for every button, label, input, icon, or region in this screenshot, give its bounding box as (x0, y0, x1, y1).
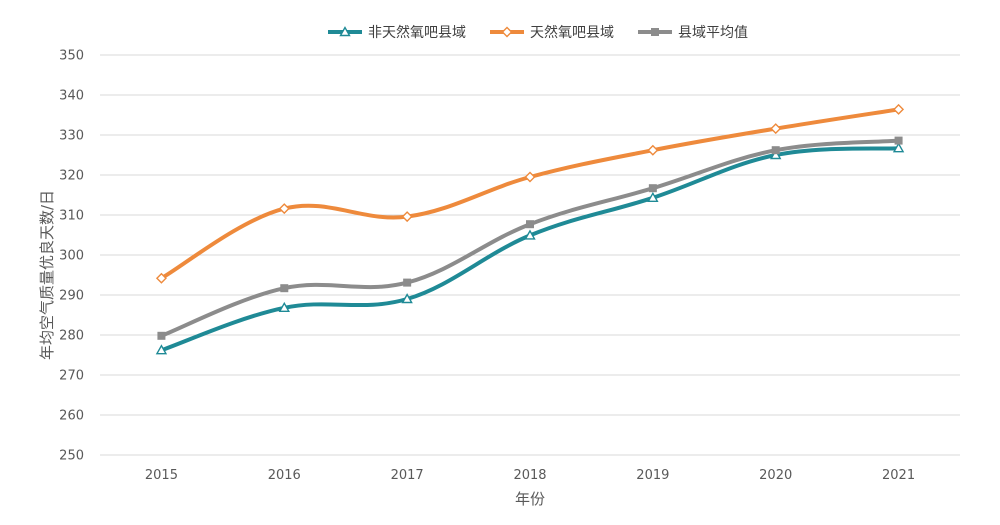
x-tick-label: 2020 (759, 468, 792, 483)
data-point (524, 229, 536, 240)
data-point (892, 142, 905, 153)
data-point (894, 136, 903, 145)
legend-label: 非天然氧吧县域 (368, 24, 466, 41)
data-point (648, 184, 657, 193)
y-axis-ticks: 250 260 270 280 290 300 310 320 330 340 350 (59, 49, 84, 464)
data-point (524, 171, 536, 183)
data-point (155, 272, 167, 284)
data-point (647, 144, 659, 156)
legend-marker (651, 28, 659, 36)
data-point (278, 301, 290, 312)
legend-label: 天然氧吧县域 (530, 24, 614, 41)
legend-marker (339, 26, 351, 37)
data-point (157, 331, 166, 340)
legend-marker (501, 26, 513, 38)
x-tick-label: 2019 (636, 468, 669, 483)
data-point (403, 278, 412, 287)
legend: 非天然氧吧县域 天然氧吧县域 县域平均值 (328, 24, 748, 41)
x-axis-ticks: 2015 2016 2017 2018 2019 2020 2021 (145, 468, 915, 483)
series-3 (157, 136, 903, 340)
x-tick-label: 2018 (513, 468, 546, 483)
y-tick-label: 250 (59, 449, 84, 464)
y-tick-label: 260 (59, 409, 84, 424)
y-tick-label: 290 (59, 289, 84, 304)
series-1 (155, 142, 905, 355)
legend-label: 县域平均值 (678, 25, 748, 41)
legend-item: 天然氧吧县域 (490, 24, 614, 41)
legend-item: 县域平均值 (638, 25, 748, 41)
x-tick-label: 2017 (391, 468, 424, 483)
data-point (770, 149, 782, 160)
data-point (278, 203, 290, 215)
data-point (893, 103, 905, 115)
y-tick-label: 270 (59, 369, 84, 384)
data-point (526, 220, 534, 229)
y-tick-label: 280 (59, 329, 84, 344)
x-tick-label: 2016 (268, 468, 301, 483)
x-axis-title: 年份 (515, 490, 545, 508)
data-point (771, 146, 780, 155)
data-point (401, 211, 413, 223)
y-axis-title: 年均空气质量优良天数/日 (38, 190, 56, 360)
y-tick-label: 320 (59, 169, 84, 184)
gridlines (100, 54, 960, 456)
x-tick-label: 2021 (882, 468, 915, 483)
series-group (155, 103, 905, 355)
data-point (155, 344, 168, 355)
y-tick-label: 310 (59, 209, 84, 224)
y-tick-label: 300 (59, 249, 84, 264)
y-tick-label: 350 (59, 49, 84, 64)
series-2 (155, 103, 905, 284)
x-tick-label: 2015 (145, 468, 178, 483)
data-point (770, 123, 782, 135)
data-point (280, 284, 289, 293)
legend-item: 非天然氧吧县域 (328, 24, 466, 41)
y-tick-label: 340 (59, 89, 84, 104)
y-tick-label: 330 (59, 129, 84, 144)
data-point (647, 191, 659, 203)
data-point (401, 293, 413, 304)
